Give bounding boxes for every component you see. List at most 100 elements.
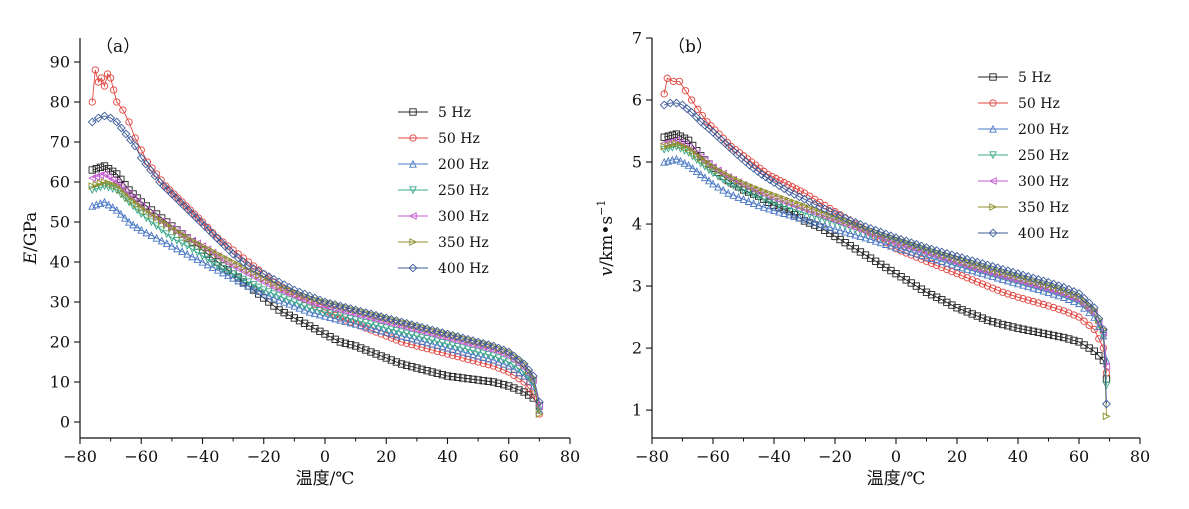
- data-point: [680, 140, 689, 149]
- data-point: [433, 337, 442, 346]
- data-point: [448, 330, 458, 340]
- data-point: [274, 277, 284, 287]
- data-point: [1090, 347, 1098, 355]
- data-point: [1055, 332, 1063, 341]
- data-point: [203, 244, 212, 253]
- data-point: [978, 280, 987, 288]
- data-point: [1034, 285, 1043, 294]
- data-point: [672, 130, 681, 138]
- data-point: [535, 406, 544, 415]
- data-point: [664, 132, 672, 140]
- data-point: [469, 350, 477, 359]
- data-point: [112, 186, 121, 195]
- data-point: [514, 355, 524, 365]
- data-point: [464, 375, 472, 383]
- data-point: [688, 164, 697, 172]
- data-point: [785, 196, 794, 205]
- data-point: [351, 316, 360, 325]
- data-point: [269, 283, 278, 292]
- data-point: [88, 98, 96, 106]
- data-point: [754, 193, 763, 202]
- data-point: [714, 182, 723, 191]
- data-point: [428, 339, 437, 348]
- data-point: [113, 182, 121, 190]
- data-point: [113, 170, 121, 178]
- data-point: [178, 247, 187, 255]
- data-point: [933, 261, 941, 270]
- data-point: [186, 206, 194, 214]
- legend-label: 50 Hz: [1018, 96, 1060, 112]
- data-point: [279, 288, 288, 296]
- data-point: [1102, 369, 1111, 377]
- data-point: [509, 351, 519, 361]
- legend-label: 300 Hz: [438, 209, 489, 225]
- legend-marker: [989, 99, 997, 107]
- y-axis-label-symbol: v: [597, 266, 617, 276]
- legend-label: 200 Hz: [1018, 122, 1069, 138]
- data-point: [938, 296, 946, 304]
- data-point: [810, 199, 820, 209]
- data-point: [788, 183, 796, 191]
- data-point: [305, 304, 314, 313]
- legend-item: 300 Hz: [398, 209, 489, 225]
- data-point: [132, 198, 141, 206]
- data-point: [453, 332, 463, 342]
- data-point: [968, 266, 977, 275]
- data-point: [170, 190, 178, 198]
- data-point: [1003, 276, 1012, 285]
- legend-item: 50 Hz: [978, 96, 1060, 112]
- data-point: [125, 194, 134, 202]
- panel-label: （a）: [96, 37, 140, 57]
- data-point: [346, 318, 355, 327]
- data-point: [663, 74, 671, 82]
- data-point: [668, 140, 677, 149]
- data-point: [125, 186, 133, 194]
- data-point: [841, 217, 850, 225]
- series-line: [664, 102, 1107, 404]
- data-point: [366, 309, 376, 319]
- data-point: [96, 163, 105, 171]
- data-point: [341, 317, 350, 325]
- data-point: [671, 98, 681, 108]
- data-point: [96, 179, 105, 188]
- data-point: [739, 186, 748, 195]
- data-point: [408, 363, 416, 371]
- data-point: [427, 325, 437, 335]
- data-point: [1008, 277, 1017, 286]
- data-point: [269, 274, 279, 284]
- data-point: [963, 258, 972, 267]
- data-point: [173, 237, 181, 245]
- data-point: [100, 162, 109, 170]
- data-point: [321, 311, 329, 320]
- data-point: [448, 345, 457, 353]
- data-point: [382, 324, 391, 333]
- data-point: [183, 249, 192, 258]
- data-point: [402, 333, 411, 341]
- data-point: [973, 278, 981, 286]
- data-point: [239, 267, 247, 276]
- data-point: [922, 252, 931, 261]
- data-point: [259, 289, 268, 298]
- data-point: [458, 344, 467, 353]
- data-point: [203, 245, 212, 254]
- data-point: [397, 331, 406, 340]
- data-point: [219, 238, 227, 246]
- data-point: [152, 222, 161, 231]
- data-point: [133, 194, 141, 202]
- data-point: [957, 253, 967, 263]
- data-point: [284, 282, 294, 292]
- data-point: [340, 302, 350, 312]
- legend-marker: [988, 228, 998, 238]
- data-point: [978, 262, 987, 271]
- data-point: [1059, 290, 1068, 299]
- data-point: [759, 202, 768, 211]
- data-point: [305, 307, 314, 316]
- data-point: [933, 293, 941, 301]
- data-point: [129, 190, 137, 198]
- data-point: [178, 239, 187, 248]
- data-point: [815, 219, 824, 228]
- data-point: [994, 286, 1002, 294]
- data-point: [785, 210, 794, 219]
- data-point: [693, 151, 701, 159]
- data-point: [100, 197, 109, 206]
